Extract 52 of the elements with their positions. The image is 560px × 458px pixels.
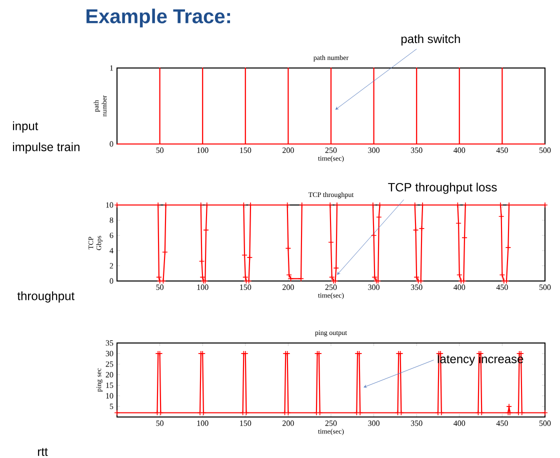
x-tick-label: 500 xyxy=(539,148,551,153)
y-tick-label: 4 xyxy=(110,248,114,254)
x-tick-label: 450 xyxy=(496,148,508,153)
x-tick-label: 350 xyxy=(410,148,422,153)
y-tick-label: 8 xyxy=(110,217,114,223)
x-tick-label: 200 xyxy=(282,284,294,290)
x-tick-label: 100 xyxy=(197,284,208,290)
x-tick-label: 350 xyxy=(410,284,422,290)
text: Example Trace: xyxy=(86,8,230,28)
y-tick-label: 15 xyxy=(106,382,114,388)
x-tick-label: 150 xyxy=(240,284,252,290)
x-tick-label: 200 xyxy=(282,420,294,426)
x-tick-label: 450 xyxy=(496,284,508,290)
text: throughput xyxy=(17,291,74,303)
annotation: path switch xyxy=(401,34,460,46)
y-tick-label: 0 xyxy=(110,278,114,284)
x-tick-label: 450 xyxy=(496,420,508,426)
text: impulse train xyxy=(13,142,80,154)
x-tick-label: 150 xyxy=(240,148,252,153)
y-tick-label: 35 xyxy=(106,340,114,346)
x-tick-label: 250 xyxy=(325,420,337,426)
x-tick-label: 500 xyxy=(539,284,551,290)
y-tick-label: 1 xyxy=(110,65,113,71)
y-tick-label: 2 xyxy=(110,263,114,268)
x-tick-label: 500 xyxy=(539,420,551,426)
x-tick-label: 100 xyxy=(197,420,208,426)
y-tick-label: 5 xyxy=(110,404,114,410)
y-tick-label: 10 xyxy=(106,202,114,208)
y-tick-label: 6 xyxy=(110,232,114,238)
x-tick-label: 50 xyxy=(156,284,164,290)
y-tick-label: 10 xyxy=(106,393,114,399)
x-tick-label: 50 xyxy=(156,148,164,153)
x-tick-label: 200 xyxy=(282,148,294,153)
y-tick-label: 20 xyxy=(106,372,114,378)
x-tick-label: 300 xyxy=(368,420,380,426)
text: rtt xyxy=(38,448,48,456)
annotation: TCP throughput loss xyxy=(388,182,497,194)
x-tick-label: 100 xyxy=(197,148,208,153)
x-tick-label: 400 xyxy=(454,148,466,153)
x-tick-label: 150 xyxy=(240,420,252,426)
x-tick-label: 50 xyxy=(156,420,164,426)
y-tick-label: 0 xyxy=(110,141,114,147)
y-tick-label: 30 xyxy=(106,350,114,356)
y-tick-label: 25 xyxy=(106,361,114,367)
x-tick-label: 350 xyxy=(410,420,422,426)
x-tick-label: 400 xyxy=(454,420,466,426)
x-tick-label: 250 xyxy=(325,284,337,290)
x-tick-label: 250 xyxy=(325,148,337,153)
text: input xyxy=(13,121,38,133)
x-tick-label: 300 xyxy=(368,148,380,153)
x-tick-label: 400 xyxy=(454,284,466,290)
x-tick-label: 300 xyxy=(368,284,380,290)
